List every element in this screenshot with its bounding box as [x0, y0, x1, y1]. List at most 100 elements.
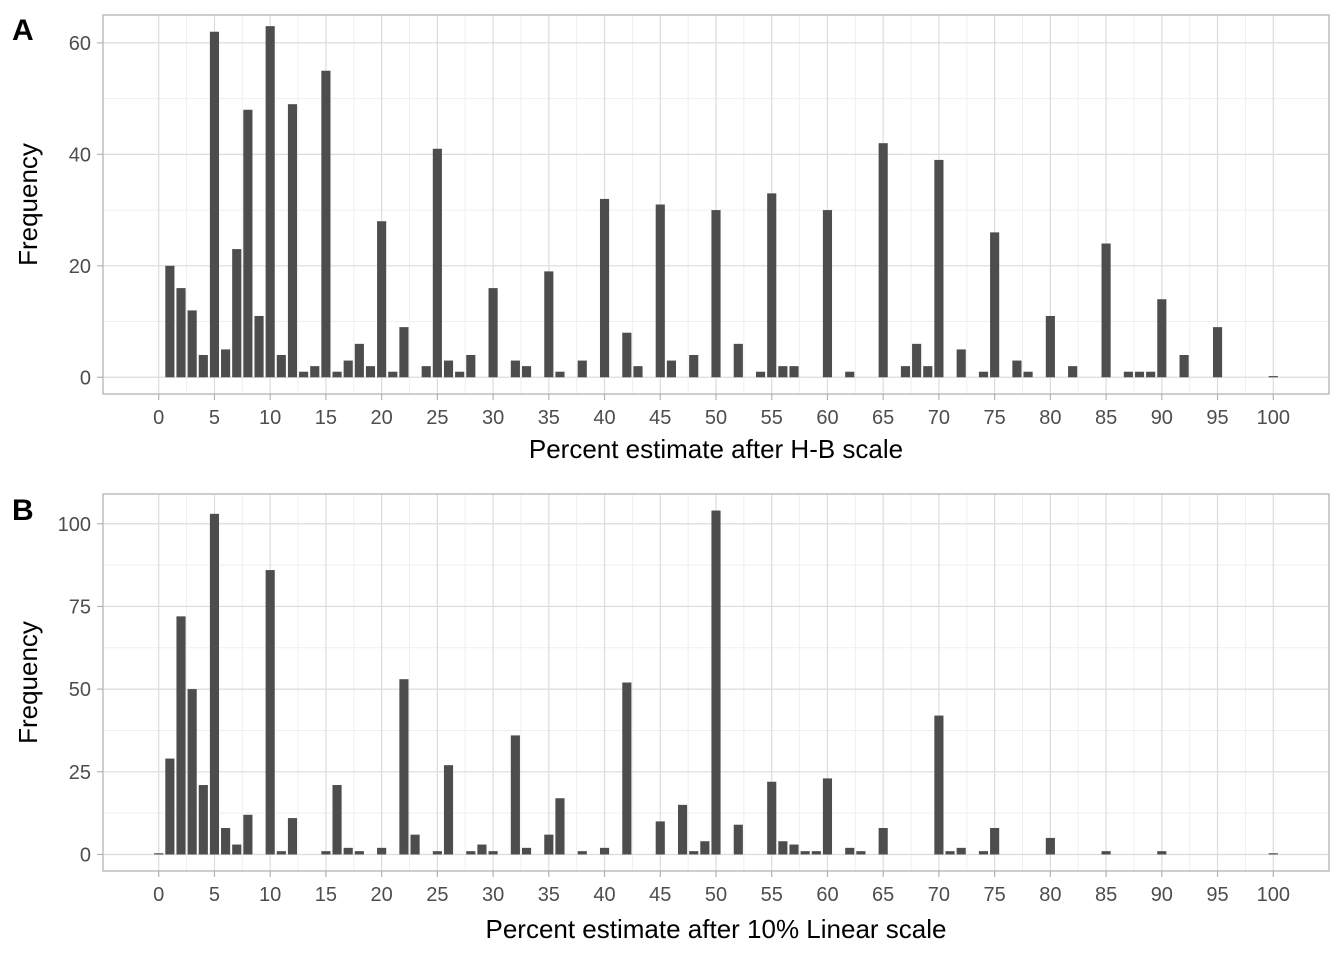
bar — [733, 343, 743, 378]
bar — [789, 844, 799, 855]
bar — [978, 851, 989, 855]
y-tick-label: 50 — [69, 679, 91, 701]
x-tick-label: 55 — [761, 884, 783, 906]
bar — [800, 851, 810, 855]
y-tick-label: 0 — [80, 844, 91, 866]
bar — [443, 765, 454, 855]
x-tick-label: 60 — [816, 884, 838, 906]
bar — [1268, 853, 1278, 855]
x-tick-label: 95 — [1206, 884, 1228, 906]
bar — [811, 851, 821, 855]
y-axis-title: Frequency — [13, 621, 43, 744]
bar — [555, 371, 565, 378]
y-axis-title: Frequency — [13, 143, 43, 266]
x-tick-label: 75 — [984, 407, 1006, 429]
bar — [599, 198, 610, 378]
bar — [510, 735, 520, 855]
bar — [521, 366, 532, 378]
bar — [789, 366, 799, 378]
bar — [978, 371, 989, 378]
bar — [577, 360, 587, 378]
bar — [254, 315, 264, 378]
bar — [209, 513, 220, 855]
x-tick-label: 30 — [482, 407, 504, 429]
bar — [443, 360, 454, 378]
bar — [388, 371, 398, 378]
x-tick-label: 0 — [153, 407, 164, 429]
bar — [689, 851, 699, 855]
bar — [176, 616, 186, 855]
bar — [923, 366, 933, 378]
x-tick-label: 40 — [593, 884, 615, 906]
bar — [778, 841, 788, 855]
x-tick-label: 25 — [426, 407, 448, 429]
x-tick-label: 30 — [482, 884, 504, 906]
y-tick-label: 20 — [69, 256, 91, 278]
bar — [432, 851, 442, 855]
x-tick-label: 35 — [538, 884, 560, 906]
bar — [900, 366, 911, 378]
x-tick-label: 75 — [984, 884, 1006, 906]
bar — [845, 847, 855, 855]
bar — [934, 159, 944, 378]
bar — [466, 354, 476, 378]
x-tick-label: 40 — [593, 407, 615, 429]
bar — [700, 841, 710, 855]
bar — [956, 349, 966, 378]
bar — [321, 851, 331, 855]
panel-label-a: A — [12, 14, 34, 47]
x-tick-label: 15 — [315, 407, 337, 429]
x-tick-label: 45 — [649, 884, 671, 906]
bar — [1023, 371, 1033, 378]
bar — [1212, 327, 1223, 378]
bar — [410, 834, 420, 855]
x-axis-title: Percent estimate after H-B scale — [529, 434, 903, 464]
x-tick-label: 35 — [538, 407, 560, 429]
bar — [354, 851, 364, 855]
bar — [243, 109, 253, 378]
y-tick-label: 25 — [69, 762, 91, 784]
bar — [1134, 371, 1145, 378]
bar — [332, 785, 342, 855]
bar — [1012, 360, 1022, 378]
bar — [1101, 243, 1111, 378]
bar — [510, 360, 520, 378]
bar — [878, 143, 888, 378]
bar — [1179, 354, 1189, 378]
bar — [399, 327, 409, 378]
bar — [488, 288, 498, 378]
x-tick-label: 20 — [371, 407, 393, 429]
bar — [622, 682, 632, 855]
x-tick-label: 50 — [705, 884, 727, 906]
bar — [232, 844, 242, 855]
bar — [1068, 366, 1078, 378]
x-tick-label: 85 — [1095, 407, 1117, 429]
x-tick-label: 15 — [315, 884, 337, 906]
bar — [399, 679, 409, 855]
bar — [310, 366, 320, 378]
x-tick-label: 95 — [1206, 407, 1228, 429]
bar — [343, 847, 353, 855]
bar — [633, 366, 643, 378]
bar — [154, 853, 164, 855]
bar — [822, 778, 833, 855]
bar — [187, 689, 197, 855]
bar — [265, 26, 275, 378]
bar — [1146, 371, 1156, 378]
bar — [1045, 315, 1055, 378]
bar — [555, 798, 565, 855]
panel-a: 0 5 10 15 20 25 30 35 40 45 50 55 60 65 70 75 80 85 90 95 10… — [13, 14, 1330, 464]
panel-label-b: B — [12, 494, 34, 527]
bar — [165, 265, 175, 378]
y-tick-label: 40 — [69, 144, 91, 166]
bar — [198, 785, 208, 855]
x-tick-label: 55 — [761, 407, 783, 429]
bar — [956, 847, 966, 855]
bar — [622, 332, 632, 378]
x-tick-label: 90 — [1151, 884, 1173, 906]
bar — [221, 828, 231, 855]
bar — [934, 715, 944, 855]
x-tick-label: 65 — [872, 884, 894, 906]
y-tick-label: 0 — [80, 367, 91, 389]
